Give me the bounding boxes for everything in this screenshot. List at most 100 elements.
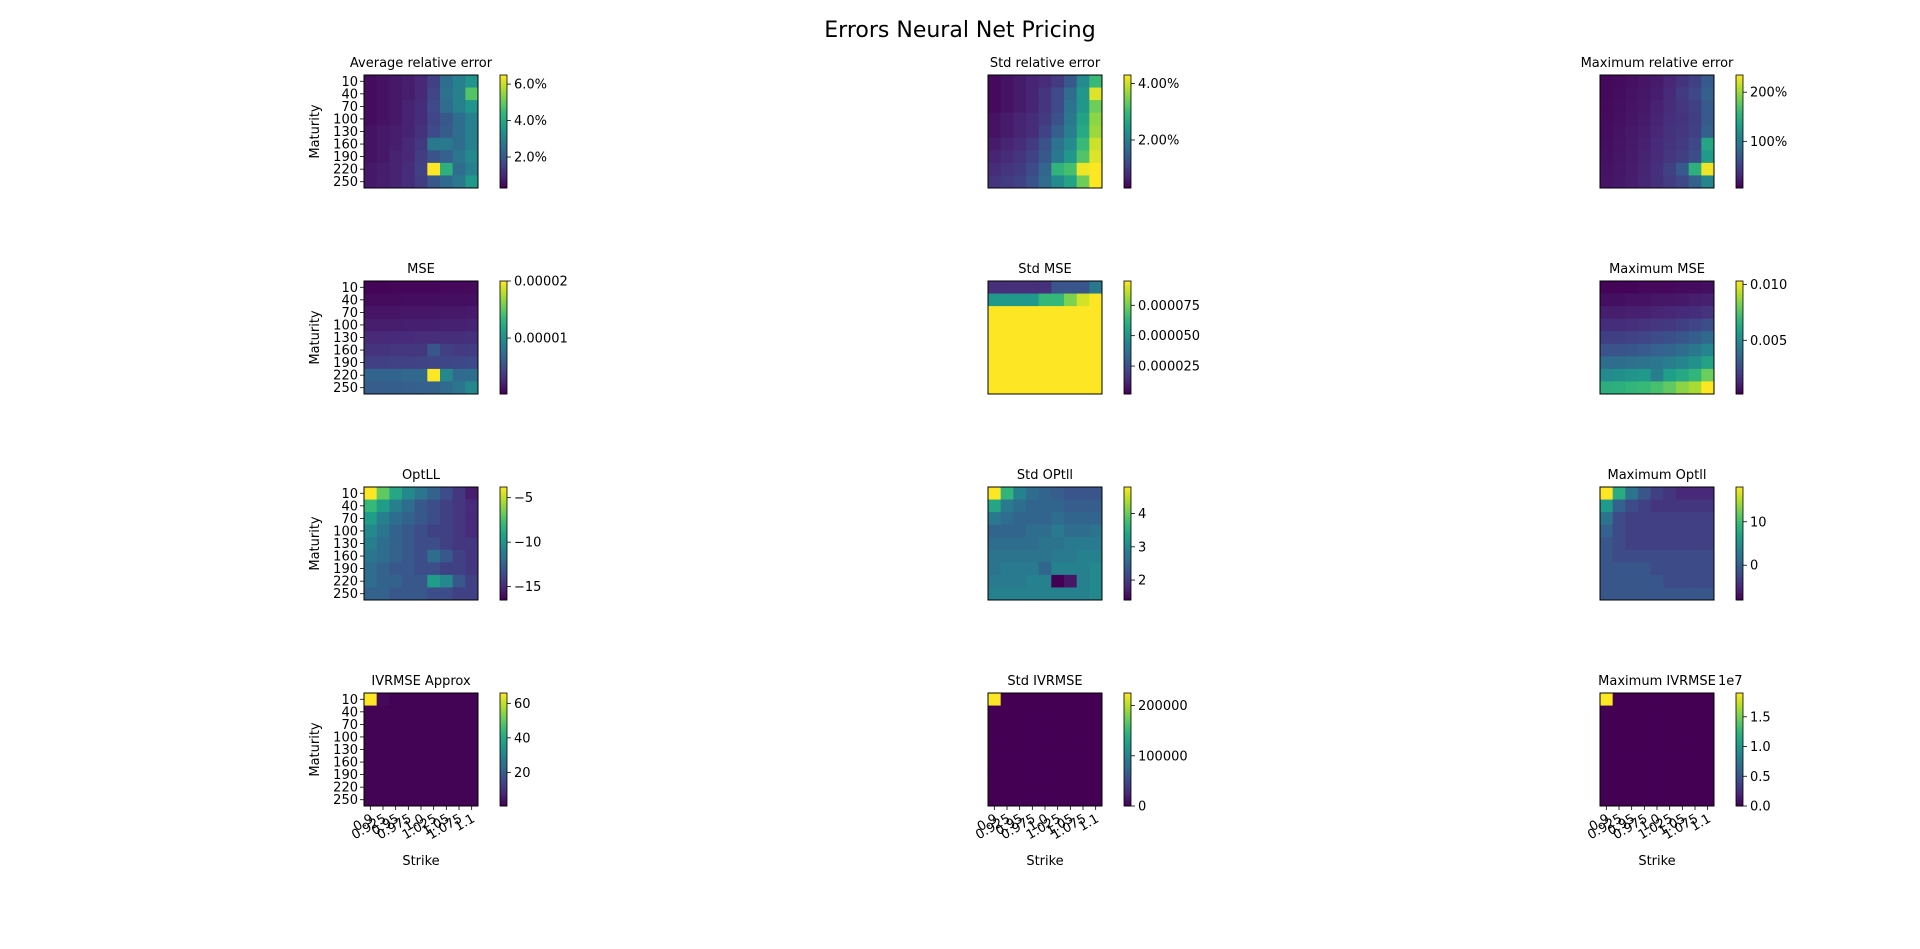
heatmap-cell <box>1051 574 1065 588</box>
heatmap-cell <box>1612 512 1626 526</box>
heatmap-cell <box>1038 112 1052 126</box>
heatmap-cell <box>1625 381 1639 395</box>
colorbar-segment <box>1736 159 1743 163</box>
heatmap-cell <box>988 499 1002 513</box>
colorbar-segment <box>1736 596 1743 599</box>
colorbar-segment <box>500 539 507 543</box>
heatmap-cell <box>1638 125 1652 139</box>
heatmap-cell <box>988 162 1002 176</box>
colorbar-segment <box>1124 120 1131 123</box>
colorbar-segment <box>500 307 507 310</box>
colorbar-segment <box>1736 792 1743 796</box>
colorbar-segment <box>500 378 507 382</box>
heatmap-cell <box>1638 87 1652 101</box>
heatmap-cell <box>414 318 428 332</box>
heatmap-cell <box>1089 705 1103 719</box>
heatmap-cell <box>402 150 416 164</box>
heatmap-cell <box>1000 730 1014 744</box>
heatmap-cell <box>1625 293 1639 307</box>
heatmap-cell <box>1038 793 1052 807</box>
colorbar-segment <box>1124 571 1131 575</box>
colorbar-segment <box>1736 772 1743 775</box>
heatmap-cell <box>1013 368 1027 382</box>
colorbar-segment <box>500 133 507 136</box>
heatmap-cell <box>1000 718 1014 732</box>
heatmap-cell <box>427 368 441 382</box>
colorbar-segment <box>500 534 507 537</box>
colorbar-segment <box>500 388 507 391</box>
colorbar-segment <box>500 702 507 705</box>
colorbar-tick-label: 4.00% <box>1138 77 1179 92</box>
heatmap-cell <box>465 356 479 370</box>
colorbar-segment <box>1736 356 1743 359</box>
heatmap-cell <box>427 755 441 769</box>
heatmap-cell <box>1000 87 1014 101</box>
heatmap-cell <box>376 755 390 769</box>
heatmap-cell <box>1688 75 1702 88</box>
colorbar-segment <box>1736 331 1743 335</box>
colorbar-segment <box>500 588 507 592</box>
colorbar-segment <box>1124 174 1131 178</box>
heatmap-cell <box>1000 162 1014 176</box>
y-tick-label: 10 <box>341 75 358 90</box>
heatmap-cell <box>1038 512 1052 526</box>
heatmap-cell <box>1038 587 1052 601</box>
colorbar-segment <box>1124 762 1131 766</box>
colorbar-segment <box>500 172 507 176</box>
heatmap-cell <box>1013 730 1027 744</box>
heatmap-cell <box>988 125 1002 139</box>
heatmap-cell <box>465 755 479 769</box>
heatmap-cell <box>1076 768 1090 782</box>
heatmap-cell <box>414 743 428 757</box>
heatmap-cell <box>427 356 441 370</box>
heatmap-cell <box>1000 150 1014 164</box>
colorbar-segment <box>500 125 507 129</box>
heatmap-cell <box>1013 100 1027 114</box>
heatmap-cell <box>1650 768 1664 782</box>
heatmap-cell <box>414 693 428 706</box>
colorbar-segment <box>1736 785 1743 788</box>
colorbar-segment <box>1124 322 1131 325</box>
heatmap-cell <box>1638 175 1652 189</box>
heatmap-cell <box>1701 693 1715 706</box>
colorbar-segment <box>1124 75 1131 78</box>
colorbar-segment <box>1736 519 1743 522</box>
colorbar-segment <box>500 343 507 346</box>
colorbar-segment <box>1124 573 1131 577</box>
heatmap-cell <box>988 318 1002 332</box>
heatmap-cell <box>1026 743 1040 757</box>
heatmap-cell <box>988 331 1002 345</box>
heatmap-cell <box>389 705 403 719</box>
colorbar-segment <box>1124 137 1131 140</box>
heatmap-cell <box>1026 318 1040 332</box>
heatmap-cell <box>1051 793 1065 807</box>
heatmap-cell <box>1688 281 1702 294</box>
colorbar-segment <box>1736 764 1743 767</box>
heatmap-cell <box>452 87 466 101</box>
colorbar-segment <box>1736 551 1743 554</box>
heatmap-cell <box>452 356 466 370</box>
heatmap-cell <box>1701 512 1715 526</box>
heatmap-cell <box>1663 768 1677 782</box>
heatmap-cell <box>1638 100 1652 114</box>
colorbar-segment <box>1736 694 1743 698</box>
heatmap-cell <box>402 318 416 332</box>
colorbar-segment <box>500 142 507 146</box>
colorbar-segment <box>1124 711 1131 715</box>
colorbar-segment <box>1124 152 1131 155</box>
heatmap-cell <box>389 768 403 782</box>
colorbar-frame <box>1123 280 1132 395</box>
colorbar-segment <box>500 303 507 306</box>
heatmap-cell <box>988 293 1002 307</box>
colorbar-segment <box>500 567 507 571</box>
heatmap-cell <box>1089 87 1103 101</box>
heatmap-cell <box>1612 768 1626 782</box>
heatmap-cell <box>1013 537 1027 551</box>
heatmap-cell <box>402 281 416 294</box>
heatmap-cell <box>389 743 403 757</box>
heatmap-cell <box>364 356 378 370</box>
colorbar-segment <box>500 783 507 786</box>
heatmap-cell <box>1051 780 1065 794</box>
